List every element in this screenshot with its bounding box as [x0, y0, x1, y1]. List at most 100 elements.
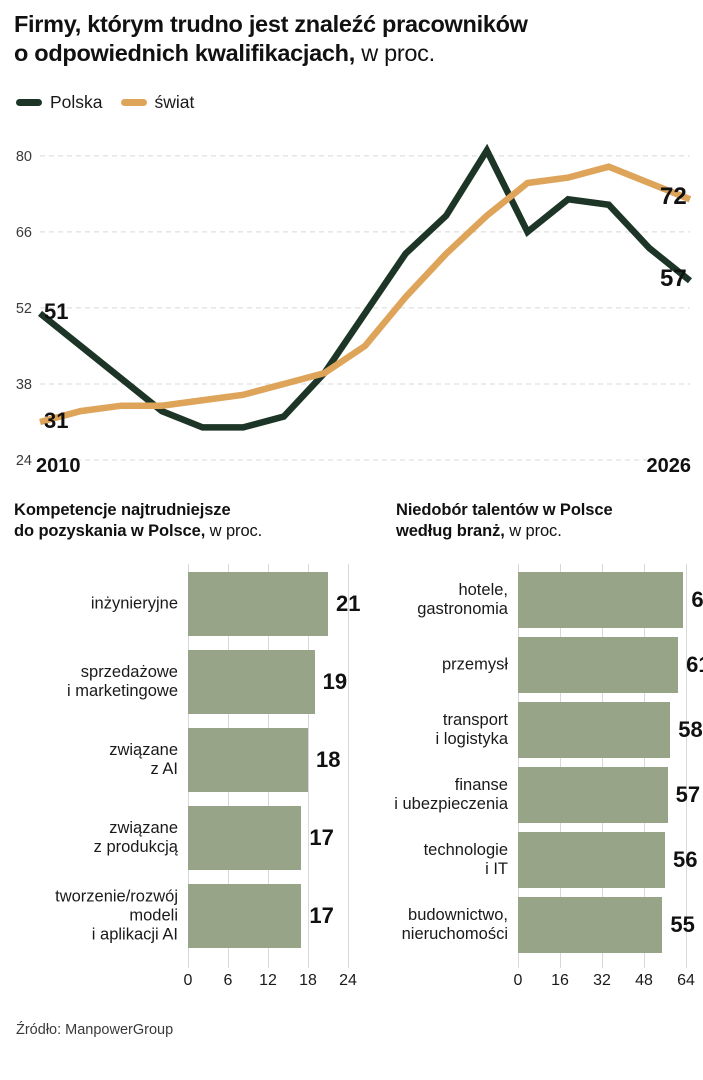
bar-chart-title: Niedobór talentów w Polsce według branż,…	[396, 500, 703, 543]
x-axis-tick-label: 12	[259, 972, 277, 989]
gridline	[348, 564, 349, 968]
gridline	[518, 564, 519, 968]
legend-item-polska: Polska	[16, 92, 103, 113]
bar-category-label: transport i logistyka	[435, 711, 508, 748]
bar-title-unit: w proc.	[504, 522, 562, 541]
bar-row[interactable]: finanse i ubezpieczenia 57	[370, 767, 703, 823]
title-line-1: Firmy, którym trudno jest znaleźć pracow…	[14, 11, 528, 37]
bar-title-line-1: Niedobór talentów w Polsce	[396, 501, 613, 519]
bar-rect[interactable]	[518, 637, 679, 693]
x-axis-tick-label: 48	[635, 972, 653, 989]
x-axis-tick-label: 6	[223, 972, 233, 989]
x-axis-tick-label: 24	[339, 972, 357, 989]
line-series-polska	[37, 143, 693, 431]
line-chart-canvas: 24 38 52 66 80	[16, 143, 693, 469]
bar-value-label: 56	[673, 847, 698, 872]
gridline	[644, 564, 645, 968]
gridline	[686, 564, 687, 968]
bar-row[interactable]: transport i logistyka 58	[370, 702, 703, 758]
bar-rect[interactable]	[188, 572, 328, 636]
bar-rect[interactable]	[188, 884, 302, 948]
bar-category-label: budownictwo, nieruchomości	[401, 906, 508, 943]
x-axis-label-start: 2010	[36, 455, 81, 477]
gridline	[560, 564, 561, 968]
y-axis-tick-label: 66	[16, 225, 32, 241]
bar-category-label: związane z produkcją	[93, 819, 178, 856]
bar-category-label: finanse i ubezpieczenia	[394, 776, 508, 813]
title-unit: w proc.	[354, 40, 435, 67]
bar-rect[interactable]	[188, 806, 302, 870]
bar-category-label: technologie i IT	[423, 841, 508, 878]
bar-value-label: 17	[309, 903, 334, 928]
y-axis-tick-label: 24	[16, 453, 32, 469]
line-value-label-start: 31	[44, 407, 69, 433]
bar-row[interactable]: przemysł 61	[370, 637, 703, 693]
bar-rect[interactable]	[518, 767, 668, 823]
bar-rect[interactable]	[518, 832, 665, 888]
bar-value-label: 61	[686, 652, 703, 677]
y-axis-tick-label: 52	[16, 301, 32, 317]
bar-row[interactable]: inżynieryjne 21	[0, 572, 360, 636]
bar-category-label: związane z AI	[109, 741, 178, 778]
bar-row[interactable]: hotele, gastronomia 63	[370, 572, 703, 628]
bar-category-label: tworzenie/rozwój modeli i aplikacji AI	[55, 887, 178, 944]
bar-rect[interactable]	[518, 572, 684, 628]
source-note: Źródło: ManpowerGroup	[16, 1022, 174, 1038]
bar-value-label: 19	[322, 669, 348, 694]
bar-rect[interactable]	[518, 897, 663, 953]
bar-rect[interactable]	[518, 702, 671, 758]
line-swatch-icon	[120, 99, 147, 106]
gridline	[602, 564, 603, 968]
x-axis: 0 16 32 48 64	[370, 972, 703, 996]
chart-legend: Polska świat	[16, 92, 194, 113]
bar-row[interactable]: sprzedażowe i marketingowe 19	[0, 650, 350, 714]
legend-item-label: Polska	[50, 92, 103, 112]
line-value-label-end: 72	[660, 183, 687, 211]
page-title: Firmy, którym trudno jest znaleźć pracow…	[14, 10, 694, 69]
bar-title-unit: w proc.	[205, 522, 263, 541]
x-axis-tick-label: 32	[593, 972, 611, 989]
line-value-label-start: 51	[44, 299, 69, 325]
line-swatch-icon	[16, 99, 42, 106]
bar-value-label: 57	[675, 782, 701, 807]
x-axis-label-end: 2026	[646, 455, 692, 477]
bar-row[interactable]: związane z AI 18	[0, 728, 350, 792]
line-chart: 24 38 52 66 80 51 57 31 72 2010 2026	[0, 130, 703, 482]
bar-chart-plot-area: hotele, gastronomia 63 przemysł 61 transport…	[370, 562, 703, 992]
bar-row[interactable]: związane z produkcją 17	[0, 806, 350, 870]
bar-title-line-2: według branż,	[396, 522, 505, 541]
x-axis-tick-label: 18	[299, 972, 317, 989]
bar-chart-plot-area: inżynieryjne 21 sprzedażowe i marketingowe…	[0, 562, 360, 992]
bar-category-label: przemysł	[441, 655, 508, 674]
bar-category-label: inżynieryjne	[90, 594, 178, 613]
x-axis: 0 6 12 18 24	[0, 972, 357, 996]
bar-title-line-1: Kompetencje najtrudniejsze	[14, 501, 231, 519]
bar-value-label: 55	[670, 912, 695, 937]
bar-chart-title: Kompetencje najtrudniejsze do pozyskania…	[14, 500, 344, 543]
bar-value-label: 58	[678, 717, 703, 742]
line-series-świat	[39, 163, 692, 426]
bar-category-label: hotele, gastronomia	[417, 581, 508, 618]
line-value-label-end: 57	[660, 264, 687, 292]
bar-rect[interactable]	[188, 650, 315, 714]
bar-value-label: 63	[691, 587, 703, 612]
bar-row[interactable]: budownictwo, nieruchomości 55	[370, 897, 703, 953]
bar-chart-industries: Niedobór talentów w Polsce według branż,…	[370, 500, 703, 1015]
bar-row[interactable]: technologie i IT 56	[370, 832, 703, 888]
gridline	[308, 564, 309, 968]
y-axis-tick-label: 38	[16, 377, 32, 393]
bar-row[interactable]: tworzenie/rozwój modeli i aplikacji AI 17	[0, 884, 350, 948]
y-axis-tick-label: 80	[16, 149, 32, 165]
legend-item-swiat: świat	[120, 92, 195, 113]
x-axis-tick-label: 64	[677, 972, 695, 989]
bar-title-line-2: do pozyskania w Polsce,	[14, 522, 206, 541]
bar-value-label: 17	[309, 825, 334, 850]
legend-item-label: świat	[154, 92, 195, 112]
bar-category-label: sprzedażowe i marketingowe	[67, 663, 178, 700]
header: Firmy, którym trudno jest znaleźć pracow…	[14, 10, 694, 69]
bar-value-label: 18	[316, 747, 341, 772]
x-axis-tick-label: 0	[513, 972, 523, 989]
bar-value-label: 21	[336, 591, 361, 616]
bar-rect[interactable]	[188, 728, 308, 792]
x-axis-tick-label: 16	[551, 972, 569, 989]
